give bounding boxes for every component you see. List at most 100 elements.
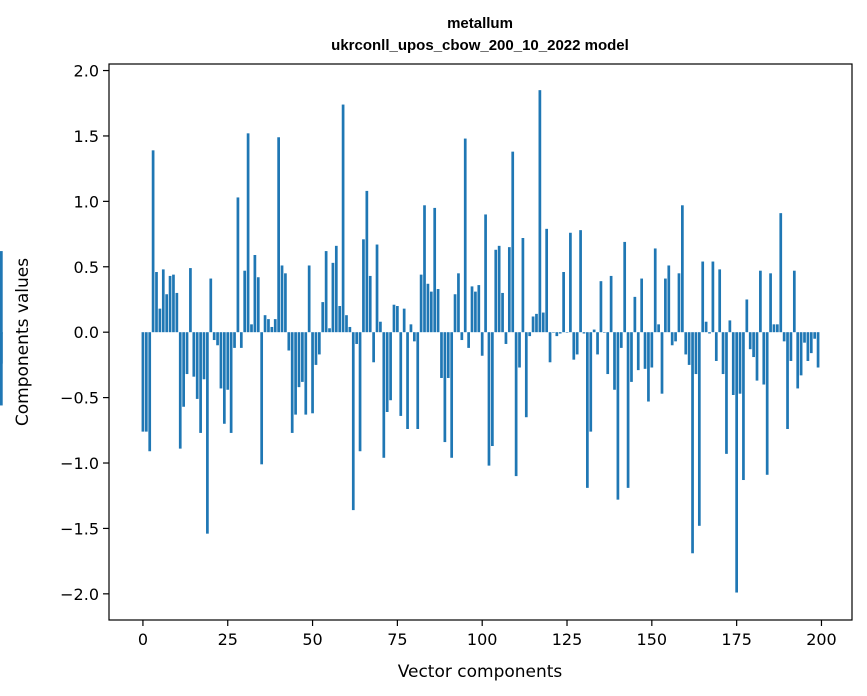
bar (345, 315, 348, 333)
bar (226, 332, 230, 390)
bar (664, 278, 667, 333)
bar (290, 332, 294, 433)
bar (653, 248, 657, 333)
bar (307, 265, 311, 333)
bar (467, 332, 470, 348)
bar (331, 262, 335, 333)
bar (759, 270, 762, 333)
bar (416, 332, 420, 429)
bar (711, 261, 715, 333)
x-tick-label: 175 (721, 630, 752, 649)
bar (745, 299, 749, 333)
bar (436, 289, 440, 333)
bar (236, 197, 240, 333)
bar (586, 332, 589, 488)
bar (616, 332, 620, 500)
bar (623, 241, 627, 333)
bar (199, 332, 202, 433)
bar (735, 332, 738, 593)
bar (748, 332, 752, 350)
x-tick-label: 0 (138, 630, 148, 649)
bar (606, 332, 610, 375)
bar (324, 251, 328, 333)
bar (457, 273, 460, 333)
bar (579, 230, 582, 333)
bar (246, 133, 250, 333)
bar (250, 324, 253, 333)
bar (609, 275, 613, 333)
bar (687, 332, 691, 365)
y-axis-ticks: 2.0 1.5 1.0 0.5 0.0 −0.5 −1.0 −1.5 −2.0 (60, 62, 109, 604)
bar (358, 332, 362, 452)
bar (541, 312, 545, 333)
bar (565, 332, 569, 333)
bar (443, 332, 447, 443)
bar (0, 332, 3, 364)
bar (375, 244, 379, 333)
bar (192, 332, 196, 377)
bar (647, 332, 650, 402)
bar (460, 332, 464, 341)
y-tick-label: 1.0 (74, 192, 99, 211)
bar (742, 332, 745, 481)
bar (494, 249, 498, 333)
x-tick-label: 150 (637, 630, 668, 649)
bar (480, 332, 484, 356)
bar (273, 319, 277, 333)
bar (144, 332, 148, 432)
bar (640, 278, 644, 333)
bar (521, 238, 525, 333)
bar (311, 332, 314, 414)
x-tick-label: 125 (552, 630, 583, 649)
y-tick-label: 0.0 (74, 323, 99, 342)
bar (382, 332, 386, 458)
bar (602, 332, 606, 333)
x-axis-ticks: 0 25 50 75 100 125 150 175 200 (138, 620, 837, 649)
bar (412, 332, 416, 342)
bar (728, 320, 732, 333)
bar (321, 302, 325, 333)
bar (630, 332, 633, 382)
bar (504, 332, 508, 344)
bar (287, 332, 291, 351)
bar (396, 306, 399, 333)
bar (626, 332, 630, 488)
bar (0, 251, 3, 333)
bar (477, 285, 481, 333)
bar (243, 270, 247, 333)
bar (175, 292, 179, 333)
bar (674, 332, 677, 342)
bar (776, 324, 779, 333)
bar (168, 275, 172, 333)
bar (518, 332, 521, 368)
bar (209, 278, 213, 333)
bar (772, 324, 776, 333)
bar (385, 332, 389, 412)
bar (185, 332, 189, 375)
bar (765, 332, 769, 475)
bar (429, 291, 433, 333)
bar (294, 332, 297, 415)
bar (470, 286, 474, 333)
bar (514, 332, 518, 477)
bar (755, 332, 759, 381)
bar (538, 90, 542, 333)
chart-title-line1: metallum (447, 15, 513, 32)
bar (721, 332, 725, 375)
x-tick-label: 100 (467, 630, 498, 649)
bar (511, 151, 515, 333)
bar (575, 332, 579, 355)
bar (270, 326, 274, 333)
bar (182, 332, 185, 407)
bar (419, 274, 423, 333)
bar (365, 190, 369, 333)
bar (691, 332, 694, 554)
bar (487, 332, 491, 466)
bar (589, 332, 593, 432)
bar (769, 273, 772, 333)
bar (233, 332, 236, 348)
bar (155, 272, 158, 333)
bar (572, 332, 576, 360)
bar (535, 313, 538, 333)
bar (426, 283, 430, 333)
